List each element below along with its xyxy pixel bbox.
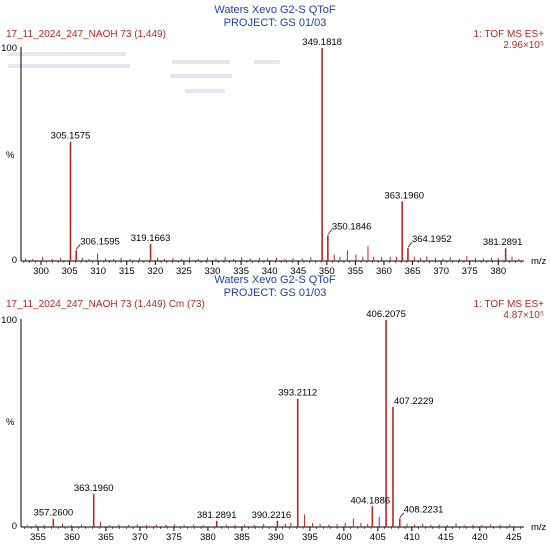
x-tick-label: 310: [90, 266, 106, 277]
peak-label-363.1960: 363.1960: [74, 483, 114, 494]
panel-2-axes: 100 0 % m/z: [1, 315, 546, 533]
x-tick-label: 315: [119, 266, 135, 277]
panel-2-instrument-title: Waters Xevo G2-S QToF: [214, 274, 336, 286]
panel-1-sample-label: 17_11_2024_247_NAOH 73 (1.449): [6, 29, 166, 40]
x-tick-label: 380: [200, 532, 216, 543]
peak-label-319.1663: 319.1663: [131, 233, 171, 244]
panel-2-y-zero-label: 0: [12, 521, 17, 532]
peak-label-leader: [75, 244, 81, 250]
x-tick-label: 425: [506, 532, 522, 543]
x-tick-label: 370: [433, 266, 449, 277]
panel-2-y-top-label: 100: [1, 315, 17, 326]
x-tick-label: 405: [370, 532, 386, 543]
peak-label-408.2231: 408.2231: [404, 505, 444, 516]
panel-1-x-axis-label: m/z: [531, 256, 547, 267]
panel-1-y-zero-label: 0: [12, 255, 17, 266]
panel-2-intensity-label: 4.87×10⁵: [503, 310, 544, 321]
peak-label-364.1952: 364.1952: [412, 234, 452, 245]
x-tick-label: 370: [132, 532, 148, 543]
peak-label-407.2229: 407.2229: [394, 396, 434, 407]
panel-1-intensity-label: 2.96×10⁵: [503, 40, 544, 51]
x-tick-label: 395: [302, 532, 318, 543]
x-tick-label: 365: [98, 532, 114, 543]
panel-1-mode-label: 1: TOF MS ES+: [474, 29, 545, 40]
peak-label-381.2891: 381.2891: [197, 510, 237, 521]
panel-1-header: Waters Xevo G2-S QToF PROJECT: GS 01/03 …: [6, 4, 544, 51]
peak-label-350.1846: 350.1846: [332, 221, 372, 232]
x-tick-label: 300: [33, 266, 49, 277]
x-tick-label: 350: [319, 266, 335, 277]
panel-1-minor-peaks: [25, 246, 520, 261]
x-tick-label: 330: [205, 266, 221, 277]
x-tick-label: 420: [472, 532, 488, 543]
x-tick-label: 365: [405, 266, 421, 277]
peak-label-349.1818: 349.1818: [302, 37, 342, 48]
x-tick-label: 340: [262, 266, 278, 277]
x-tick-label: 380: [490, 266, 506, 277]
peak-label-305.1575: 305.1575: [51, 131, 91, 142]
x-tick-label: 385: [234, 532, 250, 543]
panel-1-y-top-label: 100: [1, 43, 17, 54]
panel-1-project-title: PROJECT: GS 01/03: [224, 17, 327, 29]
x-tick-label: 390: [268, 532, 284, 543]
x-tick-label: 410: [404, 532, 420, 543]
x-tick-label: 415: [438, 532, 454, 543]
x-tick-label: 355: [30, 532, 46, 543]
panel-2-y-axis-label: %: [6, 417, 15, 428]
peak-label-406.2075: 406.2075: [366, 309, 406, 320]
peak-label-357.2600: 357.2600: [34, 508, 74, 519]
panel-2-x-axis-label: m/z: [531, 522, 547, 533]
panel-1-x-ticks: 300 305 310 315 320 325 330 335 340 345 350 355 360 3…: [23, 261, 522, 277]
x-tick-label: 345: [290, 266, 306, 277]
peak-label-404.1886: 404.1886: [351, 495, 391, 506]
x-tick-label: 360: [376, 266, 392, 277]
panel-2-labeled-peaks: 406.2075 393.2112 407.2229 363.1960 404.1886…: [34, 309, 444, 527]
x-tick-label: 360: [64, 532, 80, 543]
panel-2-mode-label: 1: TOF MS ES+: [474, 299, 545, 310]
panel-2-x-ticks: 355 360 365 370 375 380 385 390 395 400 405 410 415 4…: [24, 527, 522, 543]
panel-1-axes: 100 0 % m/z: [1, 43, 546, 267]
peak-label-leader: [407, 242, 413, 248]
peak-label-363.1960: 363.1960: [384, 190, 424, 201]
panel-2-project-title: PROJECT: GS 01/03: [224, 287, 327, 299]
x-tick-label: 335: [233, 266, 249, 277]
panel-2-header: Waters Xevo G2-S QToF PROJECT: GS 01/03 …: [6, 274, 544, 321]
panel-2-minor-peaks: [26, 514, 511, 527]
x-tick-label: 305: [62, 266, 78, 277]
x-tick-label: 325: [176, 266, 192, 277]
peak-label-390.2216: 390.2216: [252, 510, 292, 521]
x-tick-label: 320: [147, 266, 163, 277]
peak-label-306.1595: 306.1595: [80, 236, 120, 247]
panel-1-ghost-artefacts: [8, 52, 280, 93]
x-tick-label: 375: [462, 266, 478, 277]
peak-label-leader: [399, 512, 405, 518]
panel-1-instrument-title: Waters Xevo G2-S QToF: [214, 4, 336, 16]
panel-2-sample-label: 17_11_2024_247_NAOH 73 (1.449) Cm (73): [6, 299, 205, 310]
x-tick-label: 400: [336, 532, 352, 543]
peak-label-393.2112: 393.2112: [278, 388, 317, 399]
panel-1-y-axis-label: %: [6, 150, 15, 161]
peak-label-381.2891: 381.2891: [483, 237, 523, 248]
x-tick-label: 375: [166, 532, 182, 543]
x-tick-label: 355: [347, 266, 363, 277]
panel-1-labeled-peaks: 349.1818 305.1575 363.1960 350.1846 306.1595…: [51, 37, 523, 261]
peak-label-leader: [327, 229, 333, 235]
